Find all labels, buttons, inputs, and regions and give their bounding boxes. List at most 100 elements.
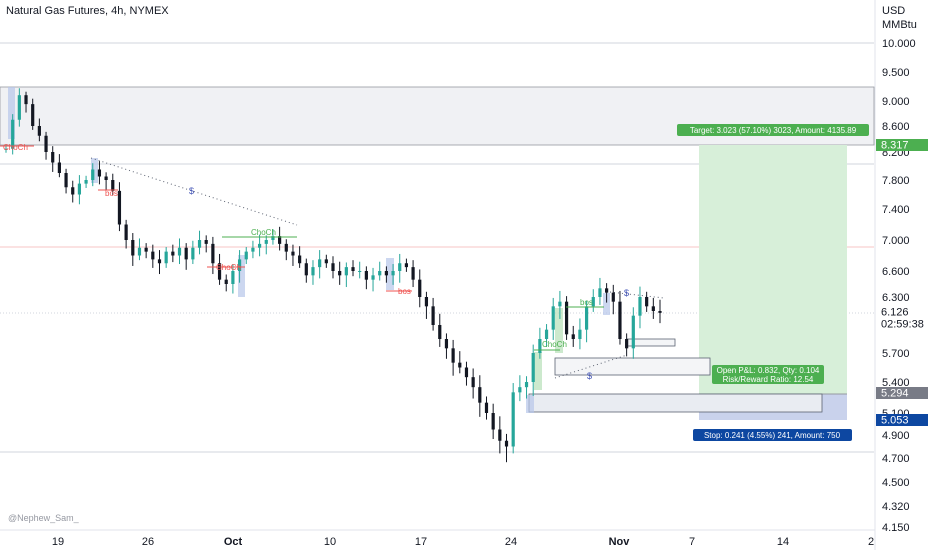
candle-body	[151, 251, 155, 260]
swing-highlight	[238, 255, 245, 297]
x-tick-label: 14	[777, 536, 789, 548]
candle-body	[358, 271, 362, 272]
candle-body	[111, 180, 115, 191]
candle-body	[184, 247, 188, 260]
candle-body	[64, 173, 68, 188]
open-pnl-label: Open P&L: 0.832, Qty: 0.104	[717, 366, 820, 375]
trend-marker: $	[189, 186, 194, 196]
candle-body	[37, 126, 41, 136]
candle-body	[571, 334, 575, 339]
candle-body	[124, 224, 128, 240]
y-tick-label: 4.700	[882, 453, 910, 465]
candle-body	[278, 236, 282, 244]
structure-label: bos	[105, 189, 118, 198]
candle-body	[524, 382, 529, 388]
price-label-bg	[876, 318, 928, 330]
candle-body	[84, 180, 88, 184]
candle-body	[605, 288, 609, 293]
trend-marker: $	[624, 288, 629, 298]
candle-body	[91, 169, 95, 180]
candle-body	[618, 301, 622, 339]
swing-highlight	[526, 395, 534, 413]
candle-body	[244, 251, 248, 260]
candle-body	[338, 271, 342, 276]
order-block-zone	[0, 86, 875, 146]
candle-body	[77, 183, 82, 195]
stop-label-bg	[693, 429, 852, 441]
trend-line	[609, 291, 665, 299]
y-tick-label: 5.400	[882, 377, 910, 389]
candle-body	[444, 339, 449, 349]
candle-body	[331, 263, 335, 271]
candle-body	[197, 240, 202, 248]
candle-body	[31, 104, 35, 126]
swing-highlight	[91, 158, 98, 183]
candle-body	[104, 176, 108, 180]
x-tick-label: 2	[868, 536, 874, 548]
watermark: @Nephew_Sam_	[8, 513, 79, 523]
candle-body	[97, 169, 102, 177]
candle-body	[117, 190, 122, 225]
structure-label: ChoCh	[3, 143, 28, 152]
candle-body	[311, 267, 315, 276]
candle-body	[538, 339, 542, 353]
candle-body	[464, 367, 469, 378]
structure-label: ChoCh	[251, 228, 276, 237]
candle-body	[611, 292, 615, 302]
candle-body	[645, 297, 649, 307]
candle-body	[177, 247, 182, 256]
demand-zone	[528, 393, 823, 413]
y-tick-label: 4.900	[882, 430, 910, 442]
candle-body	[591, 297, 595, 307]
candle-body	[498, 429, 502, 441]
candle-body	[137, 247, 142, 256]
candle-body	[51, 152, 55, 163]
candle-body	[304, 263, 308, 276]
chart-title: Natural Gas Futures, 4h, NYMEX	[6, 5, 169, 17]
risk-reward-label: Risk/Reward Ratio: 12.54	[723, 375, 814, 384]
candle-body	[478, 387, 482, 403]
candle-body	[625, 339, 629, 349]
y-tick-label: 9.000	[882, 96, 910, 108]
candle-body	[171, 251, 175, 256]
candle-body	[404, 263, 409, 268]
price-label-stop: 5.053	[881, 415, 909, 427]
candle-body	[318, 259, 322, 268]
x-tick-label: 7	[689, 536, 695, 548]
y-tick-label: 7.800	[882, 175, 910, 187]
price-label-last: 6.126	[881, 307, 909, 319]
candle-body	[298, 255, 302, 264]
candle-body	[558, 301, 562, 307]
y-tick-label: 7.000	[882, 235, 910, 247]
candle-body	[237, 259, 242, 271]
target-label-bg	[677, 124, 869, 136]
candle-body	[351, 267, 355, 271]
candle-body	[411, 267, 415, 280]
candle-body	[11, 119, 15, 149]
candle-body	[391, 271, 395, 276]
trend-marker: $	[587, 371, 592, 381]
candle-body	[131, 240, 135, 256]
price-label-entry: 5.294	[881, 388, 909, 400]
candle-body	[438, 325, 442, 339]
price-label-target: 8.317	[881, 140, 909, 152]
candle-body	[251, 247, 255, 252]
trend-line	[554, 354, 628, 379]
price-label-bg	[876, 139, 928, 151]
x-tick-label: 19	[52, 536, 64, 548]
candle-body	[638, 297, 642, 316]
candle-body	[264, 240, 268, 244]
unit-label: MMBtu	[882, 19, 917, 31]
candle-body	[44, 135, 48, 152]
candle-body	[384, 271, 388, 276]
y-tick-label: 6.300	[882, 292, 910, 304]
y-tick-label: 7.400	[882, 204, 910, 216]
pnl-label-bg	[712, 365, 824, 384]
structure-label: bos	[580, 298, 593, 307]
candle-body	[484, 402, 489, 413]
candle-body	[531, 353, 535, 382]
x-tick-label: 26	[142, 536, 154, 548]
x-tick-label: 17	[415, 536, 427, 548]
candle-body	[378, 271, 382, 276]
